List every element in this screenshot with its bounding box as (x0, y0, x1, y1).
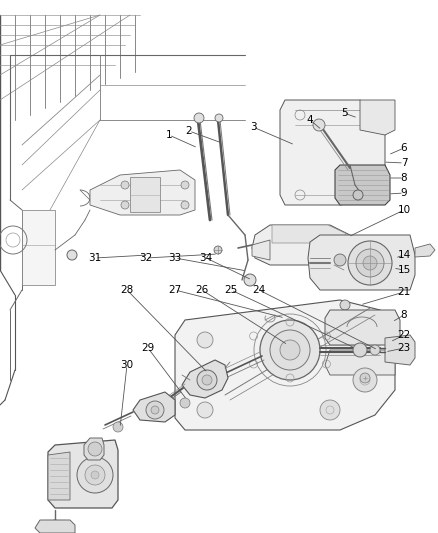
Circle shape (360, 373, 370, 383)
Text: 8: 8 (401, 310, 407, 320)
Text: 7: 7 (401, 158, 407, 168)
Text: 21: 21 (397, 287, 411, 297)
Circle shape (260, 320, 320, 380)
Text: 29: 29 (141, 343, 155, 353)
Circle shape (151, 406, 159, 414)
Circle shape (180, 398, 190, 408)
Circle shape (340, 300, 350, 310)
Text: 26: 26 (195, 285, 208, 295)
Text: 14: 14 (397, 250, 411, 260)
Circle shape (67, 250, 77, 260)
Polygon shape (308, 235, 415, 290)
Polygon shape (133, 392, 175, 422)
Polygon shape (90, 170, 195, 215)
Polygon shape (325, 310, 400, 345)
Text: 9: 9 (401, 188, 407, 198)
Polygon shape (325, 350, 395, 375)
Circle shape (215, 114, 223, 122)
Circle shape (356, 249, 384, 277)
Circle shape (197, 332, 213, 348)
Polygon shape (22, 210, 55, 285)
Circle shape (197, 370, 217, 390)
Text: 34: 34 (199, 253, 212, 263)
Circle shape (353, 368, 377, 392)
Text: 10: 10 (397, 205, 410, 215)
Text: 24: 24 (252, 285, 265, 295)
Circle shape (244, 274, 256, 286)
Text: 15: 15 (397, 265, 411, 275)
Polygon shape (48, 452, 70, 500)
Text: 31: 31 (88, 253, 102, 263)
Text: 33: 33 (168, 253, 182, 263)
Text: 6: 6 (401, 143, 407, 153)
Circle shape (313, 119, 325, 131)
Text: 25: 25 (224, 285, 238, 295)
Circle shape (363, 256, 377, 270)
Circle shape (370, 345, 380, 355)
Circle shape (181, 201, 189, 209)
Polygon shape (252, 240, 270, 260)
Text: 2: 2 (186, 126, 192, 136)
Polygon shape (84, 438, 104, 460)
Circle shape (113, 422, 123, 432)
Polygon shape (385, 335, 415, 365)
Polygon shape (130, 177, 160, 212)
Circle shape (181, 181, 189, 189)
Circle shape (121, 181, 129, 189)
Text: 1: 1 (166, 130, 172, 140)
Circle shape (214, 246, 222, 254)
Circle shape (320, 400, 340, 420)
Circle shape (353, 343, 367, 357)
Text: 4: 4 (307, 115, 313, 125)
Polygon shape (182, 360, 228, 398)
Circle shape (88, 442, 102, 456)
Text: 5: 5 (341, 108, 347, 118)
Polygon shape (360, 100, 395, 135)
Polygon shape (35, 520, 75, 533)
Text: 32: 32 (139, 253, 152, 263)
Circle shape (334, 254, 346, 266)
Circle shape (348, 241, 392, 285)
Polygon shape (272, 225, 348, 243)
Circle shape (270, 330, 310, 370)
Text: 30: 30 (120, 360, 134, 370)
Circle shape (121, 201, 129, 209)
Circle shape (50, 520, 60, 530)
Polygon shape (175, 300, 395, 430)
Circle shape (77, 457, 113, 493)
Polygon shape (415, 244, 435, 257)
Text: 3: 3 (250, 122, 256, 132)
Circle shape (353, 190, 363, 200)
Circle shape (91, 471, 99, 479)
Text: 8: 8 (401, 173, 407, 183)
Text: 23: 23 (397, 343, 411, 353)
Circle shape (85, 465, 105, 485)
Polygon shape (48, 440, 118, 508)
Circle shape (146, 401, 164, 419)
Polygon shape (280, 100, 385, 205)
Text: 27: 27 (168, 285, 182, 295)
Polygon shape (252, 225, 355, 265)
Circle shape (197, 402, 213, 418)
Polygon shape (335, 165, 390, 205)
Text: 22: 22 (397, 330, 411, 340)
Circle shape (194, 113, 204, 123)
Circle shape (202, 375, 212, 385)
Circle shape (280, 340, 300, 360)
Text: 28: 28 (120, 285, 134, 295)
